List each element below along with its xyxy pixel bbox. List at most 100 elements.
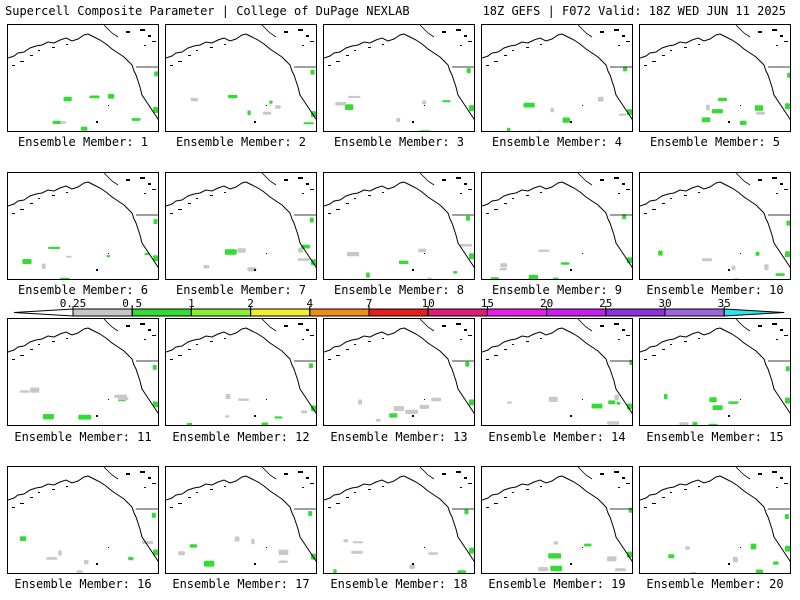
island: [412, 269, 414, 271]
island: [456, 471, 461, 473]
scp-area: [607, 556, 617, 562]
island: [368, 341, 371, 342]
scp-area: [775, 273, 785, 276]
island: [196, 492, 198, 493]
member-label: Ensemble Member: 19: [488, 577, 626, 591]
island: [12, 213, 15, 214]
island: [108, 399, 109, 400]
island: [144, 45, 146, 46]
island: [512, 344, 514, 345]
scp-area: [186, 422, 193, 425]
member-label: Ensemble Member: 7: [175, 283, 307, 297]
island: [298, 29, 303, 31]
island: [772, 471, 777, 473]
island: [284, 179, 288, 181]
island: [224, 338, 226, 339]
coastline: [8, 327, 158, 415]
ensemble-map-10: [639, 172, 791, 280]
colorbar-label: 4: [306, 297, 314, 310]
map-canvas: [482, 467, 632, 572]
scp-area: [348, 95, 361, 98]
scp-area: [309, 217, 314, 223]
island: [306, 183, 309, 185]
scp-area: [537, 130, 542, 131]
island: [494, 355, 498, 356]
island: [66, 44, 68, 45]
scp-area: [773, 561, 779, 565]
scp-area: [274, 416, 283, 419]
scp-area: [755, 569, 763, 573]
member-label: Ensemble Member: 8: [333, 283, 465, 297]
ensemble-map-15: [639, 318, 791, 426]
member-label: Ensemble Member: 1: [17, 135, 149, 149]
colorbar-segment: [486, 308, 548, 317]
island: [328, 507, 331, 508]
scp-area: [750, 543, 757, 550]
colorbar: [13, 306, 785, 317]
member-label: Ensemble Member: 11: [14, 430, 152, 444]
scp-area: [128, 557, 134, 561]
scp-area: [275, 105, 281, 109]
scp-area: [562, 117, 570, 123]
coastline: [8, 475, 158, 563]
island: [382, 44, 384, 45]
scp-area: [251, 538, 255, 545]
scp-area: [247, 110, 251, 116]
island: [776, 45, 778, 46]
scp-area: [43, 414, 54, 420]
scp-area: [409, 564, 416, 569]
scp-area: [658, 250, 663, 256]
island: [266, 547, 267, 548]
scp-area: [237, 248, 246, 253]
border-line: [261, 25, 316, 68]
island: [582, 547, 583, 548]
island: [96, 563, 98, 565]
island: [382, 486, 384, 487]
island: [310, 335, 314, 336]
colorbar-segment: [309, 308, 370, 317]
island: [126, 325, 130, 327]
ensemble-map-8: [323, 172, 475, 280]
island: [20, 209, 24, 210]
island: [600, 31, 604, 33]
island: [126, 179, 130, 181]
scp-area: [76, 570, 83, 573]
island: [442, 179, 446, 181]
scp-area: [418, 130, 431, 131]
scp-area: [668, 554, 675, 559]
island: [728, 563, 730, 565]
island: [460, 487, 462, 488]
scp-area: [740, 120, 747, 126]
scp-area: [718, 97, 727, 102]
island: [784, 189, 788, 190]
scp-area: [352, 541, 363, 544]
scp-area: [679, 422, 689, 425]
island: [698, 192, 700, 193]
scp-area: [203, 264, 210, 269]
colorbar-label: 35: [717, 297, 731, 310]
island: [784, 41, 788, 42]
island: [30, 203, 33, 204]
island: [144, 339, 146, 340]
map-canvas: [324, 319, 474, 422]
island: [38, 492, 40, 493]
island: [758, 179, 762, 181]
ensemble-map-4: [481, 24, 633, 132]
map-canvas: [8, 319, 158, 420]
scp-area: [389, 413, 398, 418]
island: [346, 349, 349, 350]
member-label: Ensemble Member: 15: [646, 430, 784, 444]
scp-area: [431, 397, 442, 402]
scp-area: [117, 397, 129, 401]
island: [540, 192, 542, 193]
scp-area: [784, 514, 789, 520]
island: [468, 189, 472, 190]
island: [382, 192, 384, 193]
island: [412, 563, 414, 565]
island: [662, 497, 665, 498]
scp-area: [552, 277, 559, 279]
scp-area: [731, 265, 736, 271]
island: [540, 338, 542, 339]
island: [758, 31, 762, 33]
island: [152, 335, 156, 336]
